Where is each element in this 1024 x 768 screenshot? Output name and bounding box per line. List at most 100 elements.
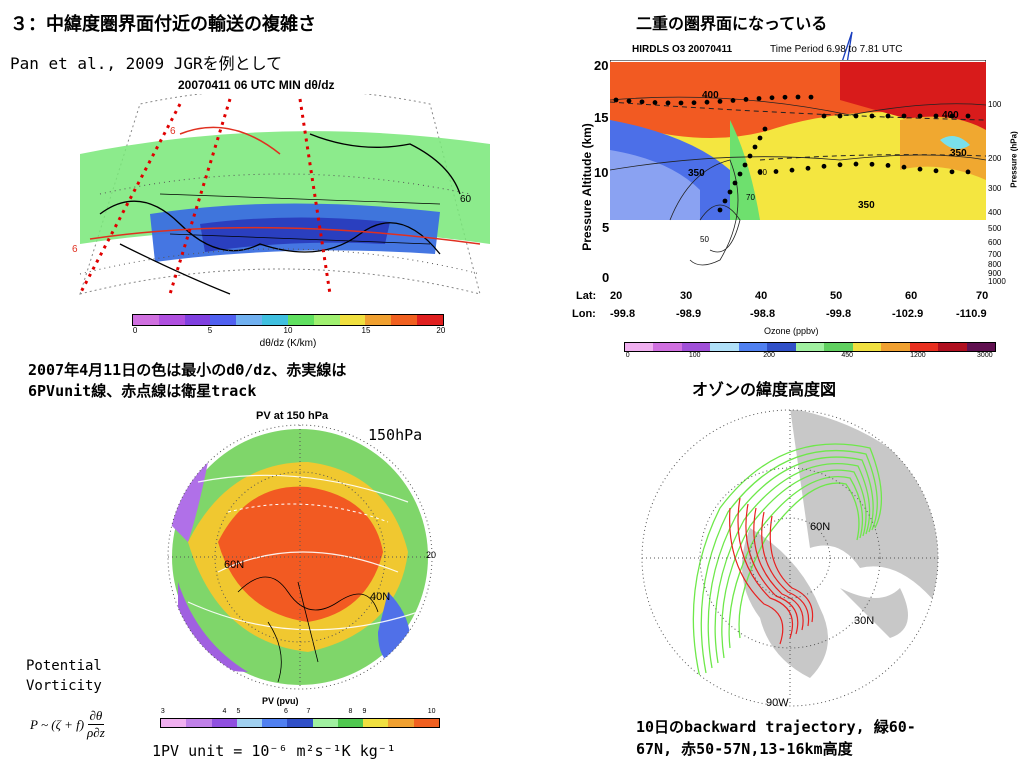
pv-cb-tick: 9 — [362, 708, 367, 715]
tropopause-dots — [613, 94, 971, 213]
tropopause-dot — [837, 113, 843, 119]
dtheta-colorbar-segment — [365, 315, 392, 325]
ozone-cb-tick: 100 — [688, 352, 701, 359]
dtheta-tick: 5 — [207, 326, 213, 335]
double-tropopause-annotation: 二重の圏界面になっている — [636, 14, 828, 33]
tropopause-dot — [773, 169, 779, 174]
ozone-cb-tick: 3000 — [977, 352, 993, 359]
pressure-tick: 400 — [988, 208, 1002, 217]
pressure-tick: 100 — [988, 100, 1002, 109]
contour-label: 400 — [942, 110, 959, 121]
lat-tick: 60 — [905, 290, 918, 302]
tropopause-dot — [737, 171, 743, 177]
dtheta-colorbar-label: dθ/dz (K/km) — [259, 338, 317, 349]
tropopause-dot — [678, 100, 684, 106]
pv-formula: P ~ (ζ + f) ∂θ ρ∂z — [30, 708, 105, 741]
tropopause-dot — [717, 98, 723, 104]
dtheta-colorbar-segment — [417, 315, 443, 325]
dtheta-map: 60 6 6 — [72, 94, 490, 295]
pv-level-label: 150hPa — [368, 426, 423, 444]
pv-term-line1: Potential — [26, 658, 102, 674]
lon-tick: -98.8 — [750, 308, 776, 320]
map-caption: 2007年4月11日の色は最小のdΘ/dz、赤実線は 6PVunit線、赤点線は… — [28, 360, 346, 402]
tropopause-dot — [853, 161, 859, 167]
ozone-ylabel: Pressure Altitude (km) — [580, 123, 594, 251]
lat-row-label: Lat: — [576, 290, 597, 302]
pv-definition: Potential Vorticity — [26, 656, 102, 696]
tropopause-dot — [665, 100, 671, 106]
traj-label-90w: 90W — [766, 697, 789, 708]
tropopause-dot — [743, 97, 749, 102]
pv-cb-tick: 4 — [222, 708, 227, 715]
tropopause-dot — [639, 99, 645, 105]
tropopause-dot — [757, 135, 763, 141]
pv-cb-tick: 8 — [348, 708, 353, 715]
lat-tick: 50 — [830, 290, 843, 302]
pv-map-label-40n: 40N — [370, 591, 390, 603]
tropopause-dot — [795, 94, 801, 100]
traj-label-30n: 30N — [854, 615, 874, 627]
tropopause-dot — [901, 113, 907, 119]
pv-title: PV at 150 hPa — [256, 410, 329, 422]
ozone-cb-tick: 1200 — [910, 352, 926, 359]
tropopause-dot — [965, 169, 971, 175]
tropopause-dot — [756, 96, 762, 101]
formula-numerator: ∂θ — [87, 708, 105, 725]
ozone-caption: オゾンの緯度高度図 — [692, 380, 837, 399]
dtheta-tick: 20 — [436, 326, 446, 335]
pressure-tick: 900 — [988, 269, 1002, 278]
pv-unit-text: 1PV unit = 10⁻⁶ m²s⁻¹K kg⁻¹ — [152, 742, 396, 760]
tropopause-dot — [717, 207, 723, 213]
contour-label: 50 — [700, 235, 709, 244]
contour-label: 350 — [950, 148, 967, 159]
pressure-axis-label: Pressure (hPa) — [1009, 131, 1019, 188]
tropopause-dot — [901, 164, 907, 170]
contour-label: 80 — [758, 168, 767, 177]
formula-denominator: ρ∂z — [87, 725, 105, 740]
tropopause-dot — [732, 180, 738, 186]
contour-label: 70 — [746, 193, 755, 202]
tropopause-dot — [869, 113, 875, 119]
map-label-6a: 6 — [72, 244, 78, 255]
slide-title: ３：中緯度圏界面付近の輸送の複雑さ — [10, 14, 316, 35]
dtheta-tick: 10 — [283, 326, 293, 335]
tropopause-dot — [805, 165, 811, 171]
dtheta-colorbar-segment — [339, 315, 366, 325]
pressure-tick: 200 — [988, 154, 1002, 163]
dtheta-colorbar: 0 5 10 15 20 dθ/dz (K/km) — [132, 314, 446, 349]
pv-cb-tick: 3 — [160, 708, 165, 715]
tropopause-dot — [885, 113, 891, 119]
pv-map-label-60n: 60N — [224, 559, 244, 571]
pressure-tick: 800 — [988, 260, 1002, 269]
tropopause-dot — [821, 163, 827, 169]
pv-map-label-20: 20 — [426, 550, 436, 560]
trajectory-caption-line2: 67N, 赤50-57N,13-16km高度 — [636, 740, 853, 758]
map-label-60: 60 — [460, 194, 472, 205]
contour-label: 350 — [688, 168, 705, 179]
lat-tick: 70 — [976, 290, 989, 302]
dtheta-colorbar-segment — [262, 315, 288, 325]
ozone-title-right: Time Period 6.98 to 7.81 UTC — [770, 44, 903, 55]
ozone-ytick: 15 — [594, 110, 609, 125]
lon-tick: -99.8 — [610, 308, 636, 320]
tropopause-dot — [949, 169, 955, 175]
tropopause-dot — [949, 113, 955, 119]
lon-tick: -98.9 — [676, 308, 702, 320]
contour-label: 350 — [858, 200, 875, 211]
ozone-panel: HIRDLS O3 20070411 Time Period 6.98 to 7… — [564, 40, 1020, 370]
tropopause-dot — [752, 144, 758, 150]
pressure-axis: 100 200 300 400 500 600 700 800 900 1000 — [988, 60, 1018, 286]
pv-colorbar-label: PV (pvu) — [262, 696, 299, 706]
tropopause-dot — [869, 161, 875, 167]
tropopause-dot — [917, 166, 923, 172]
dtheta-colorbar-segment — [158, 315, 185, 325]
pv-term-line2: Vorticity — [26, 678, 102, 694]
tropopause-dot — [821, 113, 827, 119]
ozone-cb-tick: 200 — [763, 352, 775, 359]
tropopause-dot — [730, 98, 736, 103]
tropopause-dot — [769, 95, 775, 101]
latlon-ticks: 20 30 40 50 60 70 -99.8 -98.9 -98.8 -99.… — [610, 290, 989, 326]
ozone-colorbar: 0 100 200 450 1200 3000 — [624, 342, 996, 364]
trajectory-caption-line1: 10日のbackward trajectory, 緑60- — [636, 718, 916, 736]
pv-colorbar: 3 4 5 6 7 8 9 10 — [160, 708, 440, 728]
